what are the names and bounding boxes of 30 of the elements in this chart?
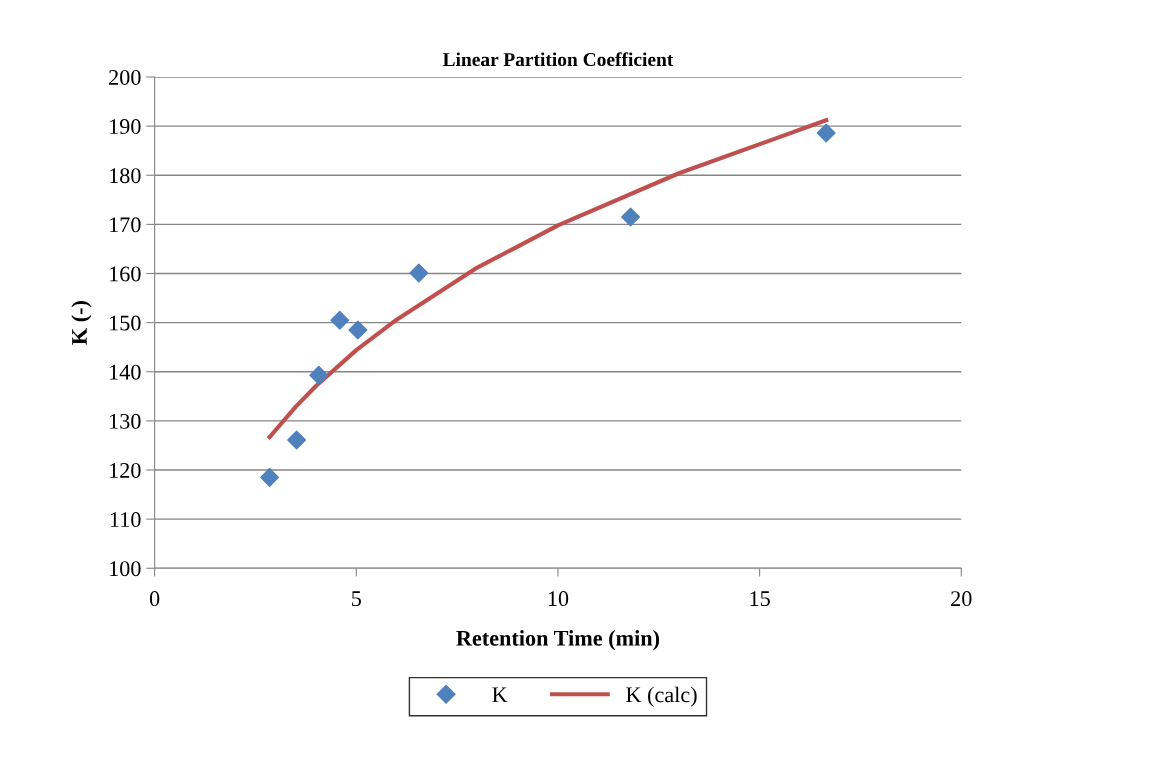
- point: [409, 263, 429, 283]
- x-tick-label: 0: [149, 591, 160, 607]
- y-axis-title: K (-): [71, 301, 92, 345]
- y-tick-label: 120: [110, 462, 141, 478]
- legend-label: K (calc): [626, 686, 697, 707]
- point: [330, 310, 350, 330]
- y-tick-label: 160: [110, 266, 141, 282]
- point: [348, 320, 368, 340]
- y-tick-label: 200: [109, 69, 141, 85]
- point: [621, 207, 641, 227]
- y-tick-label: 180: [110, 168, 141, 184]
- x-tick-label: 10: [548, 591, 569, 607]
- point: [287, 430, 307, 450]
- x-axis-title: Retention Time (min): [456, 630, 660, 651]
- y-tick-label: 170: [110, 217, 141, 233]
- chart-title: Linear Partition Coefficient: [442, 52, 674, 67]
- point: [309, 365, 329, 385]
- x-tick-label: 5: [352, 591, 361, 607]
- y-tick-label: 100: [110, 561, 141, 577]
- y-tick-label: 110: [110, 512, 141, 528]
- x-tick-label: 15: [750, 591, 770, 607]
- x-tick-label: 20: [951, 591, 972, 607]
- point: [260, 467, 280, 487]
- y-tick-label: 150: [110, 315, 141, 331]
- y-tick-label: 130: [110, 413, 141, 429]
- y-tick-label: 140: [110, 364, 141, 380]
- point: [816, 123, 836, 143]
- legend-label: K: [492, 687, 508, 703]
- y-tick-label: 190: [110, 119, 141, 135]
- line-series: [267, 118, 829, 440]
